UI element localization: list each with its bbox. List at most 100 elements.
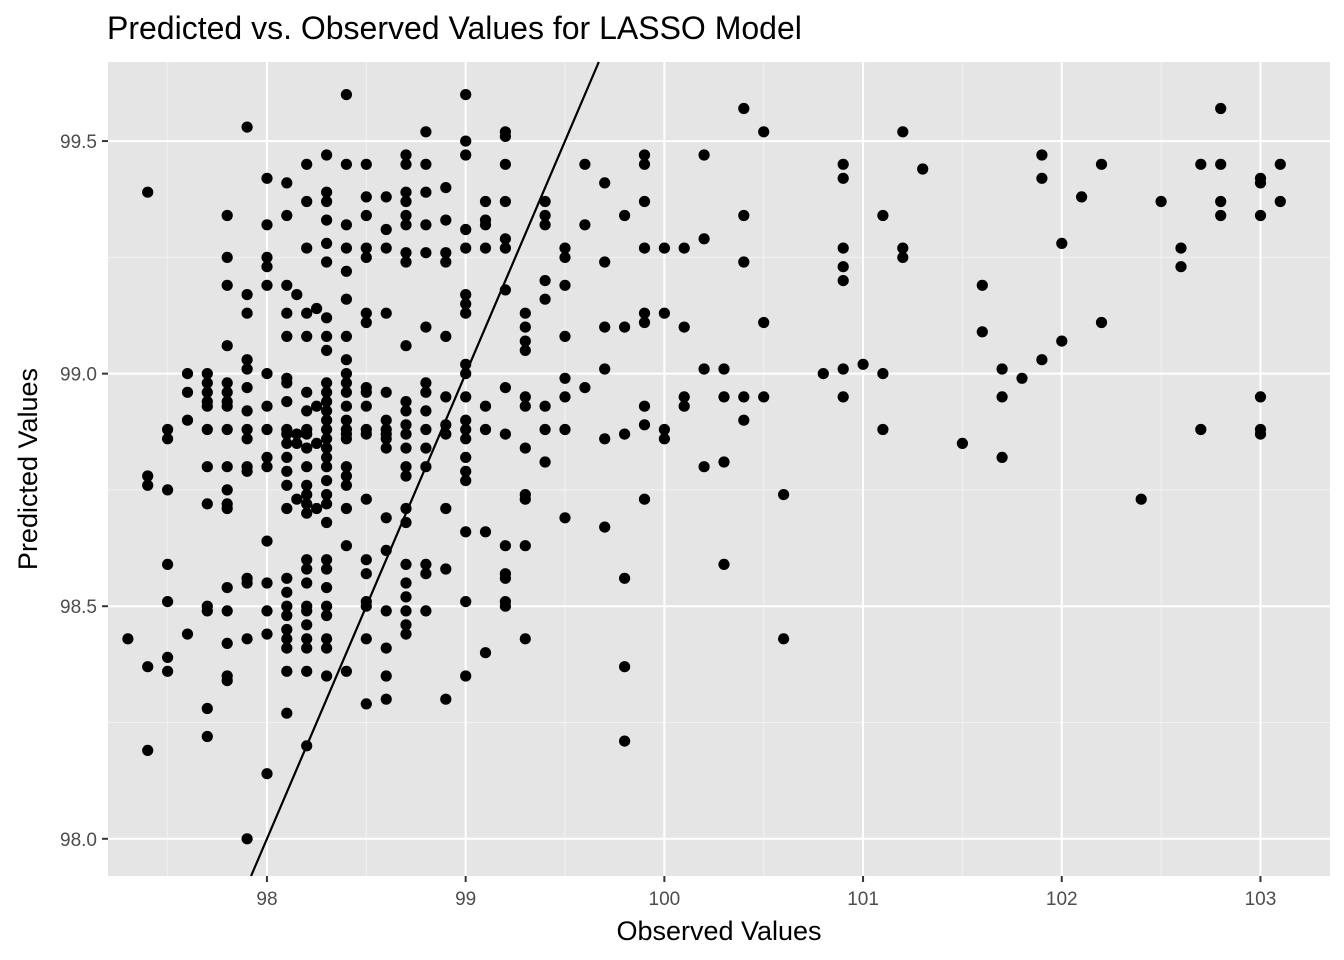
data-point [599,363,611,375]
chart-title: Predicted vs. Observed Values for LASSO … [107,10,802,46]
data-point [340,219,352,231]
data-point [181,368,194,380]
data-point [281,707,293,719]
data-point [499,130,511,142]
data-point [460,451,472,463]
data-point [400,158,412,170]
data-point [1195,158,1207,170]
y-tick-label: 98.5 [60,597,97,618]
data-point [1254,177,1267,189]
data-point [718,363,730,375]
data-point [539,293,551,305]
data-point [698,233,710,245]
data-point [420,386,432,398]
data-point [638,242,651,254]
data-point [340,377,352,389]
data-point [917,163,929,175]
data-point [738,209,750,222]
data-point [380,433,392,445]
data-point [440,330,452,342]
data-point [181,414,194,426]
data-point [360,242,372,254]
data-point [241,307,253,319]
data-point [539,195,551,208]
data-point [1274,158,1286,170]
data-point [311,302,323,315]
data-point [1155,195,1167,208]
data-point [539,209,551,222]
data-point [321,489,333,501]
data-point [221,582,233,594]
data-point [380,693,392,705]
data-point [619,209,631,222]
data-point [261,605,273,617]
data-point [638,493,651,505]
data-point [1036,149,1048,161]
data-point [559,251,571,263]
x-axis-title: Observed Values [616,916,821,946]
data-point [380,242,392,254]
data-point [400,628,412,640]
data-point [420,568,432,580]
data-point [758,126,770,138]
data-point [420,247,432,259]
data-point [221,279,233,291]
data-point [281,609,293,622]
data-point [122,633,134,645]
data-point [499,158,511,170]
data-point [638,158,651,170]
data-point [1135,493,1147,505]
data-point [241,833,253,845]
data-point [201,605,213,617]
data-point [301,442,313,454]
data-point [400,219,412,231]
data-point [599,433,611,445]
data-point [440,693,452,705]
data-point [162,423,174,436]
data-point [360,386,372,398]
data-point [718,456,730,468]
data-point [340,461,352,473]
data-point [758,391,770,403]
data-point [291,437,303,449]
data-point [360,428,372,440]
data-point [440,502,452,515]
data-point [420,442,432,454]
data-point [261,577,273,589]
data-point [420,605,432,617]
data-point [181,386,194,398]
data-point [321,633,333,645]
data-point [241,382,253,394]
data-point [619,735,631,747]
data-point [360,698,372,710]
data-point [479,242,492,254]
data-point [460,465,472,477]
data-point [420,405,432,417]
data-points [122,89,1286,845]
data-point [301,195,313,208]
data-point [321,498,333,510]
data-point [499,540,511,552]
data-point [281,586,293,598]
data-point [360,307,372,319]
data-point [201,730,213,743]
data-point [301,307,313,319]
data-point [400,558,412,571]
data-point [499,572,511,584]
data-point [638,307,651,319]
data-point [460,391,472,403]
data-point [301,489,313,501]
data-point [301,428,313,440]
data-point [1175,242,1187,254]
data-point [559,391,571,403]
data-point [360,209,372,222]
data-point [559,279,571,291]
data-point [440,247,452,259]
data-point [400,195,412,208]
data-point [241,433,253,445]
data-point [460,149,472,161]
data-point [201,461,213,473]
data-point [281,633,293,645]
x-tick-label: 103 [1245,889,1277,910]
data-point [440,563,452,575]
